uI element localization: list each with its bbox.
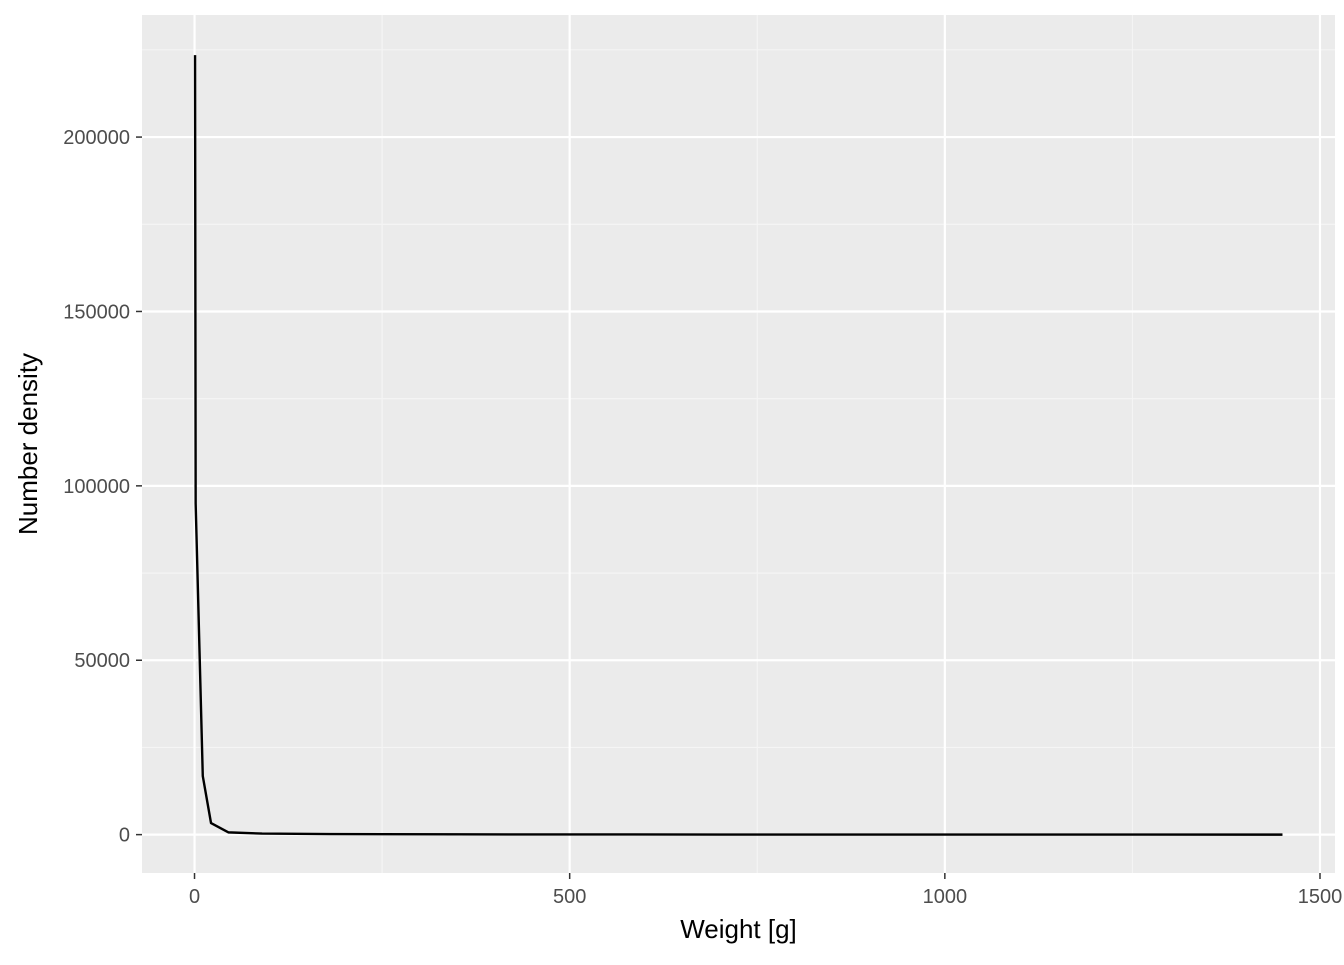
series-line-0 [193,55,1283,836]
x-tick-label: 1000 [923,886,968,908]
x-axis-title: Weight [g] [680,914,797,944]
plot-panel [142,15,1335,873]
x-tick-label: 1500 [1298,886,1343,908]
y-axis: 0 50000 100000 150000 200000 [63,127,142,847]
x-tick-label: 0 [189,886,200,908]
series-layer [193,55,1283,836]
y-tick-label: 0 [119,825,130,847]
y-tick-label: 50000 [74,650,130,672]
y-tick-label: 100000 [63,476,130,498]
y-axis-title: Number density [13,353,43,535]
x-tick-label: 500 [553,886,586,908]
y-tick-label: 200000 [63,127,130,149]
minor-gridlines [142,15,1335,873]
x-axis: 0 500 1000 1500 [189,873,1342,908]
y-tick-label: 150000 [63,301,130,323]
